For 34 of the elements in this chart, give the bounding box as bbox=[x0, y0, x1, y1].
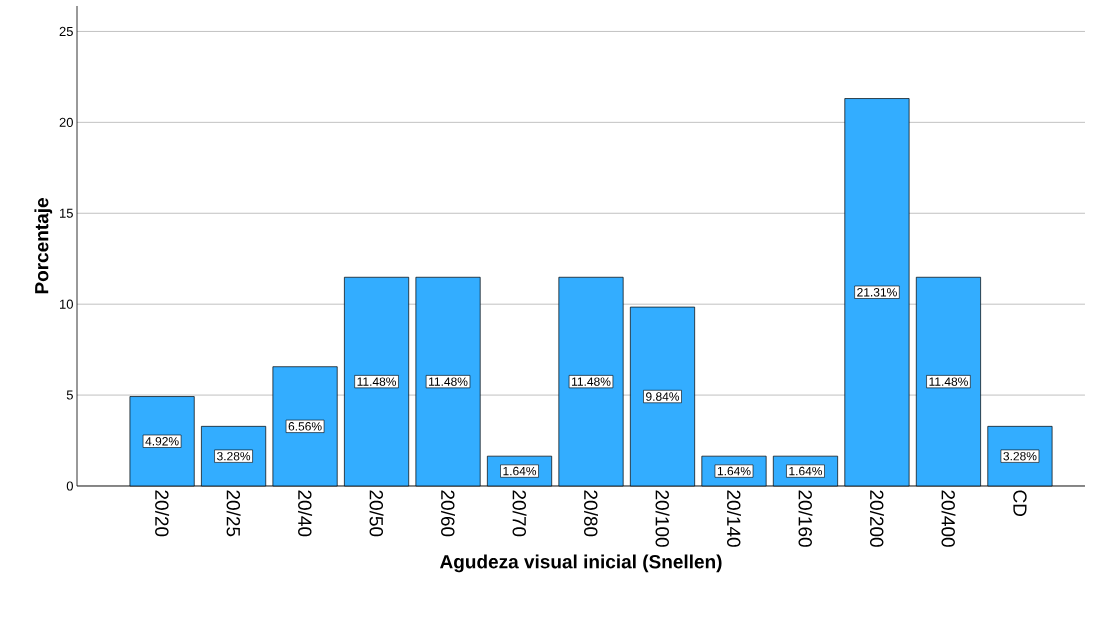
y-tick-label: 10 bbox=[60, 299, 73, 309]
y-tick-label: 20 bbox=[59, 117, 73, 127]
data-label: 11.48% bbox=[429, 377, 468, 386]
data-label: 3.28% bbox=[1003, 451, 1037, 461]
data-label: 11.48% bbox=[357, 377, 397, 386]
data-label: 1.64% bbox=[503, 466, 537, 476]
x-tick-label: 20/60 bbox=[441, 490, 456, 537]
data-label: 11.48% bbox=[929, 377, 968, 386]
x-tick-label: 20/400 bbox=[941, 490, 956, 547]
data-label: 21.31% bbox=[857, 288, 897, 297]
x-tick-label: 20/25 bbox=[226, 490, 241, 537]
x-tick-label: 20/50 bbox=[369, 490, 384, 537]
y-tick-label: 25 bbox=[59, 26, 73, 37]
x-tick-label: 20/100 bbox=[655, 490, 670, 547]
y-axis-title: Porcentaje bbox=[34, 198, 53, 294]
data-label: 1.64% bbox=[717, 466, 751, 476]
x-tick-label: 20/80 bbox=[584, 490, 598, 537]
data-label: 4.92% bbox=[145, 437, 179, 446]
x-tick-label: 20/70 bbox=[512, 490, 527, 537]
data-label: 1.64% bbox=[789, 466, 823, 476]
y-tick-label: 15 bbox=[60, 208, 73, 218]
y-tick-label: 0 bbox=[66, 481, 73, 491]
x-tick-label: 20/20 bbox=[155, 490, 170, 537]
data-label: 3.28% bbox=[217, 451, 251, 461]
x-tick-label: 20/160 bbox=[798, 490, 813, 547]
x-tick-label: 20/40 bbox=[298, 490, 313, 537]
x-axis-title: Agudeza visual inicial (Snellen) bbox=[440, 554, 722, 573]
data-label: 6.56% bbox=[288, 422, 322, 431]
x-tick-label: CD bbox=[1013, 490, 1027, 517]
y-tick-label: 5 bbox=[66, 390, 73, 400]
data-label: 9.84% bbox=[646, 392, 680, 401]
data-label: 11.48% bbox=[572, 377, 611, 386]
x-tick-label: 20/140 bbox=[727, 490, 741, 547]
x-tick-label: 20/200 bbox=[869, 490, 884, 547]
